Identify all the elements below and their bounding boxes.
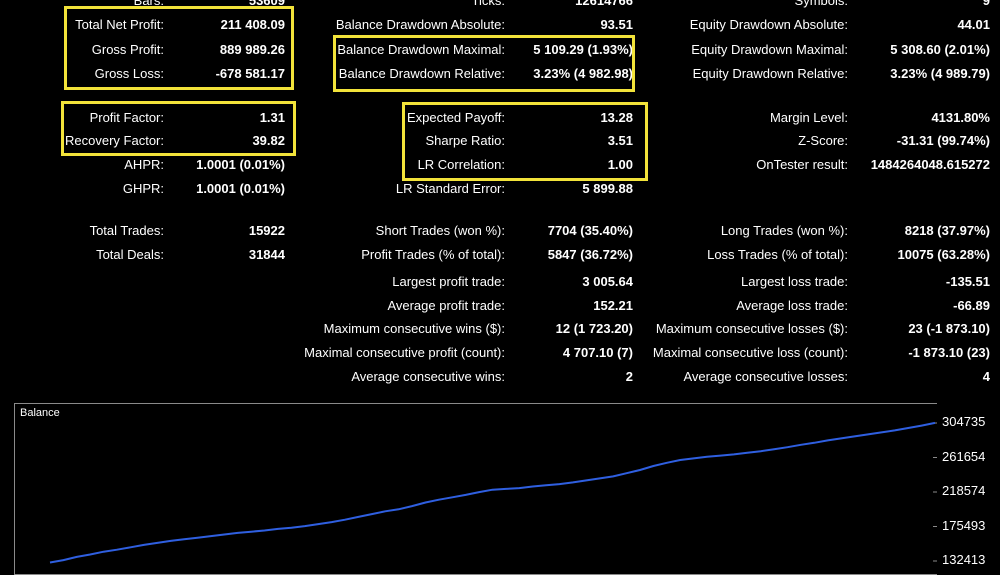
left-stat-value: 39.82: [252, 133, 285, 148]
right-stat-label: Long Trades (won %):: [720, 223, 848, 238]
y-tick-label: 261654: [942, 448, 986, 464]
right-stat-label: Average consecutive losses:: [683, 369, 848, 384]
middle-stat-value: 13.28: [600, 110, 633, 125]
chart-title: Balance: [20, 407, 60, 419]
middle-stat-label: Short Trades (won %):: [375, 223, 505, 238]
middle-stat-value: 5847 (36.72%): [547, 247, 633, 262]
right-stat-value: 4131.80%: [931, 110, 990, 125]
middle-stat-value: 12 (1 723.20): [555, 321, 633, 336]
left-stat-label: Total Net Profit:: [75, 17, 164, 32]
middle-stat-value: 12614766: [575, 0, 633, 8]
middle-stat-label: Ticks:: [471, 0, 505, 8]
right-stat-value: 4: [982, 369, 990, 384]
right-stat-value: -31.31 (99.74%): [896, 133, 990, 148]
left-stat-value: 889 989.26: [219, 42, 285, 57]
balance-chart-svg: [49, 421, 937, 564]
left-stat-value: 211 408.09: [220, 17, 285, 32]
middle-stat-label: Largest profit trade:: [392, 274, 505, 289]
left-stat-value: 31844: [248, 247, 285, 262]
left-stat-value: 1.0001 (0.01%): [196, 181, 285, 196]
middle-stat-label: LR Standard Error:: [395, 181, 505, 196]
right-stat-value: -66.89: [953, 298, 990, 313]
middle-stat-value: 3.23% (4 982.98): [533, 66, 633, 81]
right-stat-value: 23 (-1 873.10): [908, 321, 990, 336]
highlight-box-factors: [61, 101, 296, 156]
middle-stat-value: 2: [625, 369, 633, 384]
right-stat-label: Equity Drawdown Relative:: [692, 66, 848, 81]
y-tick-label: 132413: [942, 552, 986, 567]
right-stat-value: 9: [982, 0, 990, 8]
right-stat-value: -1 873.10 (23): [908, 345, 990, 360]
right-stat-label: Z-Score:: [798, 133, 848, 148]
highlight-box-payoff: [402, 102, 648, 181]
right-stat-value: 44.01: [957, 17, 990, 32]
y-tick-label: 218574: [942, 483, 986, 498]
left-stat-value: -678 581.17: [215, 66, 285, 81]
middle-stat-value: 93.51: [600, 17, 633, 32]
middle-stat-value: 5 109.29 (1.93%): [533, 42, 633, 57]
left-stat-label: Recovery Factor:: [65, 133, 164, 148]
right-stat-label: Largest loss trade:: [741, 274, 848, 289]
middle-stat-label: Balance Drawdown Absolute:: [335, 17, 505, 32]
right-stat-label: Equity Drawdown Maximal:: [691, 42, 848, 57]
middle-stat-value: 5 899.88: [582, 181, 633, 196]
balance-series-line: [49, 421, 936, 564]
middle-stat-value: 4 707.10 (7): [562, 345, 633, 360]
y-tick-label: 175493: [942, 517, 986, 533]
right-stat-value: 5 308.60 (2.01%): [890, 42, 990, 57]
middle-stat-label: Profit Trades (% of total):: [361, 247, 505, 262]
left-stat-label: Profit Factor:: [89, 110, 164, 125]
right-stat-label: Average loss trade:: [736, 298, 848, 313]
right-stat-label: OnTester result:: [756, 157, 848, 172]
left-stat-value: 1.31: [259, 110, 285, 125]
middle-stat-value: 3 005.64: [582, 274, 633, 289]
highlight-box-balance-drawdown: [333, 35, 635, 92]
middle-stat-label: LR Correlation:: [417, 157, 505, 172]
left-stat-label: Bars:: [133, 0, 164, 8]
left-stat-value: 53609: [248, 0, 285, 8]
right-stat-label: Equity Drawdown Absolute:: [689, 17, 848, 32]
left-stat-value: 1.0001 (0.01%): [196, 157, 285, 172]
left-stat-label: Total Trades:: [89, 223, 164, 238]
right-stat-label: Symbols:: [794, 0, 848, 8]
highlight-box-profit: [64, 6, 294, 90]
middle-stat-value: 3.51: [607, 133, 633, 148]
right-stat-value: 8218 (37.97%): [904, 223, 990, 238]
left-stat-label: Total Deals:: [96, 247, 164, 262]
right-stat-value: -135.51: [945, 274, 990, 289]
balance-chart: Balance: [14, 403, 937, 575]
middle-stat-label: Maximum consecutive wins ($):: [323, 321, 505, 336]
middle-stat-label: Sharpe Ratio:: [425, 133, 506, 148]
middle-stat-value: 1.00: [607, 157, 633, 172]
left-stat-label: Gross Profit:: [91, 42, 164, 57]
y-tick-label: 304735: [942, 414, 986, 429]
right-stat-value: 3.23% (4 989.79): [890, 66, 990, 81]
middle-stat-label: Maximal consecutive profit (count):: [304, 345, 505, 360]
right-stat-value: 1484264048.615272: [870, 157, 990, 172]
middle-stat-value: 152.21: [593, 298, 633, 313]
middle-stat-label: Balance Drawdown Maximal:: [337, 42, 505, 57]
middle-stat-label: Balance Drawdown Relative:: [338, 66, 505, 81]
right-stat-label: Maximum consecutive losses ($):: [655, 321, 848, 336]
right-stat-label: Maximal consecutive loss (count):: [652, 345, 848, 360]
middle-stat-label: Average profit trade:: [387, 298, 505, 313]
middle-stat-label: Average consecutive wins:: [351, 369, 505, 384]
left-stat-label: AHPR:: [124, 157, 164, 172]
right-stat-label: Margin Level:: [769, 110, 848, 125]
right-stat-value: 10075 (63.28%): [897, 247, 990, 262]
left-stat-label: GHPR:: [122, 181, 164, 196]
left-stat-value: 15922: [248, 223, 285, 238]
left-stat-label: Gross Loss:: [94, 66, 164, 81]
middle-stat-label: Expected Payoff:: [406, 110, 505, 125]
middle-stat-value: 7704 (35.40%): [547, 223, 633, 238]
right-stat-label: Loss Trades (% of total):: [707, 247, 848, 262]
